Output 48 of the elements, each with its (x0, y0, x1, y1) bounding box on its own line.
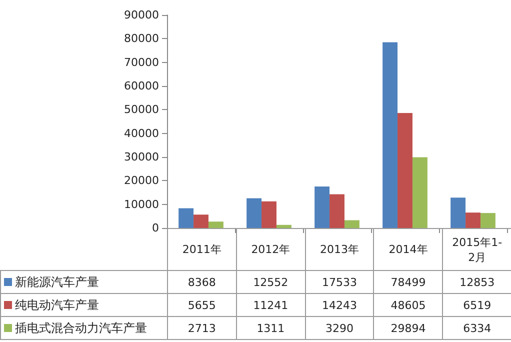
bar (276, 224, 292, 228)
bar (314, 186, 330, 228)
bar (262, 201, 276, 228)
bar (466, 212, 480, 228)
bar (450, 198, 466, 228)
data-label: 29894 (374, 316, 443, 340)
x-tick-label: 2011年 (168, 228, 236, 270)
x-tick-label: 2014年 (374, 228, 443, 270)
data-label: 6334 (442, 316, 511, 340)
bar (330, 194, 344, 228)
data-label: 48605 (374, 294, 443, 316)
bar (194, 214, 208, 228)
y-tick-label: 80000 (124, 32, 159, 46)
y-tick-label: 0 (152, 222, 159, 234)
x-tick-label: 2015年1-2月 (442, 228, 511, 270)
y-tick-label: 20000 (124, 174, 159, 188)
data-label: 12552 (236, 270, 306, 294)
x-tick-label: 2012年 (236, 228, 306, 270)
legend-label: 插电式混合动力汽车产量 (0, 316, 168, 340)
bar (344, 220, 360, 228)
data-label: 78499 (374, 270, 443, 294)
y-tick-label: 70000 (124, 56, 159, 69)
legend-label: 新能源汽车产量 (0, 270, 168, 294)
data-label: 11241 (236, 294, 306, 316)
bar (246, 198, 262, 228)
data-label: 1311 (236, 316, 306, 340)
data-label: 5655 (168, 294, 236, 316)
data-label: 2713 (168, 316, 236, 340)
y-tick-label: 30000 (124, 150, 159, 164)
y-tick-label: 60000 (124, 80, 159, 92)
x-tick-label: 2013年 (305, 228, 374, 270)
bar (480, 213, 496, 228)
data-label: 12853 (442, 270, 511, 294)
bar (398, 112, 412, 228)
y-tick-label: 10000 (124, 198, 159, 211)
data-label: 8368 (168, 270, 236, 294)
data-label: 6519 (442, 294, 511, 316)
bar (208, 222, 224, 228)
data-label: 14243 (305, 294, 374, 316)
y-tick-label: 90000 (124, 8, 159, 22)
data-label: 17533 (305, 270, 374, 294)
data-label: 3290 (305, 316, 374, 340)
y-tick-label: 50000 (124, 103, 159, 116)
bar (178, 208, 194, 228)
y-tick-label: 40000 (124, 126, 159, 140)
legend-label: 纯电动汽车产量 (0, 294, 168, 316)
bar (382, 42, 398, 228)
bar (412, 157, 428, 228)
